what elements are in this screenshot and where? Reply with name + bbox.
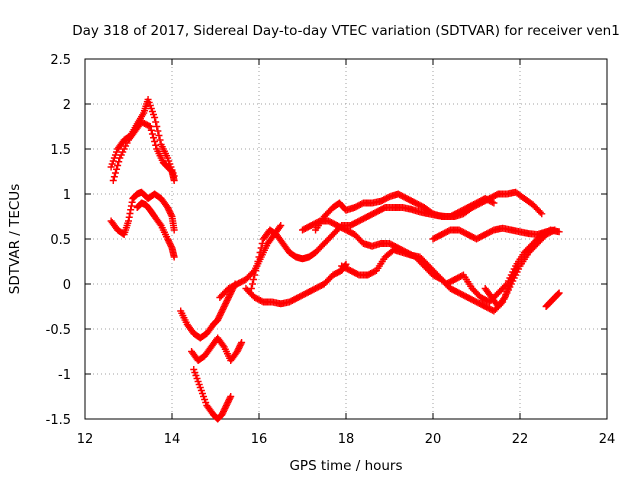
- series-arc-9: [246, 226, 328, 297]
- data-point: [226, 394, 234, 402]
- chart-title: Day 318 of 2017, Sidereal Day-to-day VTE…: [72, 23, 620, 39]
- y-axis-title: SDTVAR / TECUs: [7, 184, 23, 294]
- data-point: [277, 222, 285, 229]
- x-axis-title: GPS time / hours: [289, 458, 402, 474]
- data-point: [257, 244, 265, 252]
- data-point: [170, 226, 178, 234]
- data-point: [170, 177, 178, 184]
- data-point: [490, 199, 498, 207]
- series-arc-5: [177, 280, 239, 342]
- y-tick-label: 1: [63, 188, 71, 203]
- data-point: [125, 213, 133, 221]
- y-tick-labels: -1.5 -1 -0.5 0 0.5 1 1.5 2 2.5: [46, 53, 71, 428]
- data-point: [256, 249, 264, 256]
- data-point: [219, 342, 227, 349]
- data-point: [252, 267, 260, 274]
- data-point: [151, 138, 159, 145]
- data-point: [237, 340, 245, 348]
- data-point: [251, 271, 259, 279]
- data-point: [145, 122, 153, 130]
- data-point: [152, 118, 160, 126]
- x-tick-labels: 12 14 16 18 20 22 24: [77, 432, 616, 447]
- data-point: [167, 211, 175, 219]
- data-point: [170, 253, 178, 261]
- y-tick-label: 1.5: [50, 143, 71, 158]
- data-point: [554, 290, 562, 298]
- data-point: [154, 127, 162, 135]
- x-tick-label: 24: [599, 432, 616, 447]
- x-tick-label: 14: [164, 432, 181, 447]
- data-point: [276, 223, 284, 231]
- data-point: [253, 262, 261, 270]
- data-point: [151, 114, 159, 121]
- series-arc-3: [107, 188, 178, 238]
- data-point: [113, 165, 121, 173]
- x-tick-label: 16: [251, 432, 268, 447]
- x-tick-label: 12: [77, 432, 94, 447]
- data-point: [538, 210, 546, 218]
- data-point: [152, 141, 160, 149]
- series-arc-15: [338, 226, 563, 306]
- data-point: [155, 132, 163, 139]
- series-arc-2: [109, 118, 178, 184]
- data-point: [248, 280, 256, 288]
- series-arc-16: [481, 262, 522, 310]
- data-point: [554, 291, 562, 298]
- x-tick-label: 22: [512, 432, 529, 447]
- data-point: [555, 228, 563, 236]
- data-point: [150, 134, 158, 142]
- data-point: [250, 276, 258, 283]
- data-point: [125, 217, 132, 225]
- data-point: [156, 136, 164, 144]
- data-point: [227, 393, 235, 400]
- data-point: [115, 158, 123, 166]
- data-point: [255, 253, 263, 261]
- data-point: [500, 295, 508, 303]
- y-tick-label: 2: [63, 98, 71, 113]
- data-point: [258, 240, 266, 247]
- data-point: [254, 258, 262, 265]
- y-tick-label: 0.5: [50, 233, 71, 248]
- data-point: [148, 130, 156, 138]
- data-point: [555, 289, 563, 297]
- series-arc-4: [133, 199, 178, 261]
- y-tick-label: 2.5: [50, 53, 71, 68]
- data-point: [114, 162, 122, 169]
- data-point: [127, 206, 135, 214]
- data-series: [107, 96, 563, 423]
- data-point: [514, 262, 522, 270]
- series-arc-12: [320, 188, 546, 247]
- data-point: [109, 177, 117, 184]
- y-tick-label: 0: [63, 278, 71, 293]
- x-tick-label: 18: [338, 432, 355, 447]
- data-point: [111, 169, 119, 177]
- series-arc-7: [188, 334, 246, 364]
- data-point: [238, 339, 246, 346]
- x-tick-label: 20: [425, 432, 442, 447]
- series-arc-6: [190, 366, 235, 423]
- series-arc-17: [542, 289, 563, 310]
- axis-ticks: [84, 58, 608, 420]
- data-point: [153, 123, 161, 130]
- data-point: [536, 208, 544, 216]
- data-point: [110, 173, 118, 181]
- data-point: [128, 198, 136, 206]
- y-tick-label: -0.5: [46, 323, 71, 338]
- data-point: [146, 123, 154, 130]
- y-tick-label: -1.5: [46, 413, 71, 428]
- data-point: [127, 202, 135, 210]
- grid-lines: [85, 59, 607, 419]
- data-point: [156, 220, 164, 228]
- data-point: [147, 126, 155, 134]
- y-tick-label: -1: [58, 368, 71, 383]
- data-point: [126, 210, 134, 217]
